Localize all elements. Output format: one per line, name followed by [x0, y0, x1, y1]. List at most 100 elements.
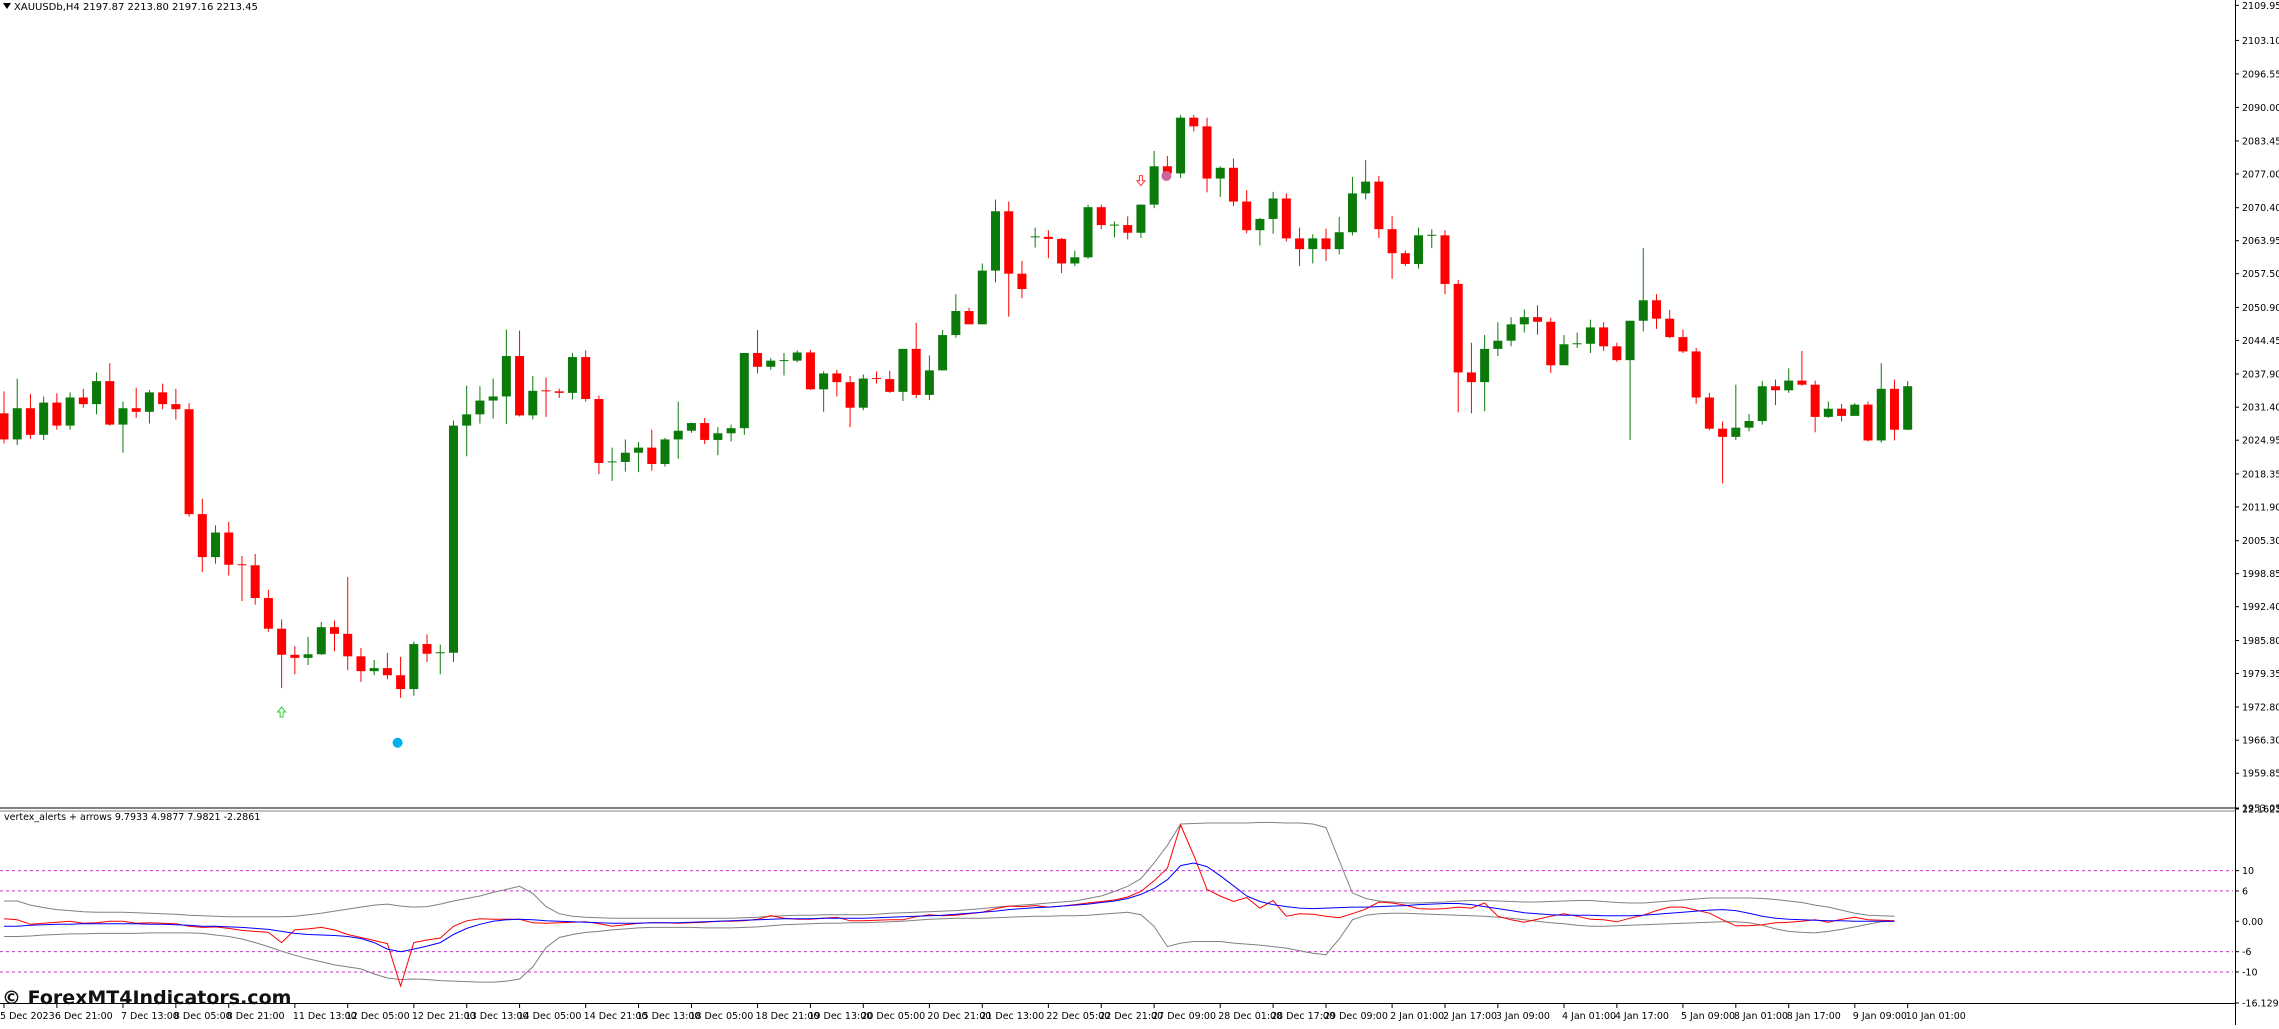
candle-body [1691, 351, 1701, 398]
time-tick-label: 14 Dec 21:00 [584, 1011, 648, 1022]
candle-body [1096, 207, 1106, 226]
indicator-upper-band [4, 822, 1895, 919]
candle-body [1017, 273, 1027, 290]
candle-body [819, 373, 829, 390]
candle-body [1228, 167, 1238, 202]
candle-body [1321, 238, 1331, 250]
price-tick-label: 2057.50 [2242, 269, 2279, 280]
candle-body [1043, 236, 1053, 239]
buy-dot-icon [392, 737, 403, 748]
candle-body [105, 381, 115, 425]
time-tick-label: 29 Dec 09:00 [1324, 1011, 1388, 1022]
indicator-tick-label: 10 [2242, 866, 2254, 877]
candle-body [92, 381, 102, 405]
candle-body [991, 211, 1000, 271]
candle-body [52, 402, 62, 426]
price-tick-label: 2096.55 [2242, 69, 2279, 80]
time-tick-label: 11 Dec 13:00 [293, 1011, 357, 1022]
time-tick-label: 12 Dec 21:00 [412, 1011, 476, 1022]
candle-body [620, 452, 630, 462]
time-tick-label: 8 Dec 05:00 [174, 1011, 232, 1022]
price-tick-label: 2103.10 [2242, 36, 2279, 47]
header-layer: XAUUSDb,H4 2197.87 2213.80 2197.16 2213.… [3, 2, 260, 823]
price-tick-label: 2109.95 [2242, 1, 2279, 12]
candle-body [144, 392, 154, 412]
candle-body [1215, 167, 1225, 179]
candle-body [753, 352, 763, 367]
candle-body [1493, 340, 1503, 349]
candle-body [554, 391, 564, 393]
candle-body [369, 668, 379, 672]
candle-body [1665, 318, 1675, 338]
time-tick-label: 3 Jan 09:00 [1496, 1011, 1550, 1022]
candle-body [1281, 198, 1291, 239]
time-tick-label: 5 Dec 2023 [0, 1011, 55, 1022]
candle-body [726, 428, 736, 434]
indicator-blue-line [4, 862, 1895, 953]
indicator-layer [3, 822, 1895, 988]
collapse-triangle-icon[interactable] [3, 3, 11, 9]
candle-body [501, 356, 511, 397]
candle-body [739, 352, 749, 429]
indicator-red-line [3, 823, 1895, 988]
candle-body [964, 311, 974, 325]
candle-body [951, 311, 961, 336]
candle-body [356, 656, 366, 672]
time-tick-label: 15 Dec 13:00 [637, 1011, 701, 1022]
candle-body [39, 402, 49, 435]
candle-body [898, 348, 908, 392]
candle-body [1599, 327, 1609, 347]
time-tick-label: 14 Dec 05:00 [518, 1011, 582, 1022]
candle-body [1519, 317, 1529, 325]
candle-body [581, 357, 591, 400]
candle-body [832, 373, 842, 383]
time-tick-label: 12 Dec 05:00 [346, 1011, 410, 1022]
candle-body [1652, 300, 1661, 319]
candle-body [1797, 380, 1807, 385]
price-tick-label: 2063.95 [2242, 236, 2279, 247]
indicator-tick-label: -6 [2242, 947, 2251, 958]
time-tick-label: 2 Jan 17:00 [1443, 1011, 1497, 1022]
candle-body [1466, 372, 1476, 383]
candle-body [515, 356, 525, 416]
candle-body [224, 532, 234, 565]
candle-body [567, 357, 577, 393]
candle-body [1876, 388, 1886, 441]
candle-body [1162, 166, 1172, 174]
time-tick-label: 7 Dec 13:00 [121, 1011, 179, 1022]
candle-body [1268, 198, 1278, 219]
candle-body [1149, 166, 1159, 205]
time-tick-label: 2 Jan 01:00 [1390, 1011, 1444, 1022]
candle-body [65, 397, 75, 426]
candle-body [184, 409, 194, 515]
candle-body [686, 423, 696, 431]
symbol-header: XAUUSDb,H4 2197.87 2213.80 2197.16 2213.… [14, 2, 258, 13]
candle-body [158, 392, 168, 405]
candle-body [78, 397, 88, 405]
price-tick-label: 1953.05 [2242, 804, 2279, 815]
signals-layer [276, 171, 1172, 748]
candle-body [1757, 386, 1767, 422]
price-tick-label: 2018.35 [2242, 469, 2279, 480]
price-tick-label: 2077.00 [2242, 169, 2279, 180]
candle-body [0, 413, 9, 440]
candle-body [1361, 181, 1371, 194]
candle-body [1070, 257, 1080, 264]
candle-body [1546, 321, 1556, 366]
candle-body [290, 654, 300, 658]
candle-body [858, 378, 868, 408]
candle-body [845, 382, 855, 408]
watermark-text: © ForexMT4Indicators.com [2, 987, 292, 1009]
candle-body [1718, 428, 1728, 437]
indicator-tick-label: 22.1623 [2242, 805, 2279, 816]
candle-body [911, 348, 921, 395]
candle-body [1731, 427, 1741, 437]
candle-body [316, 627, 326, 655]
candle-body [1453, 283, 1463, 373]
candle-body [660, 439, 670, 464]
